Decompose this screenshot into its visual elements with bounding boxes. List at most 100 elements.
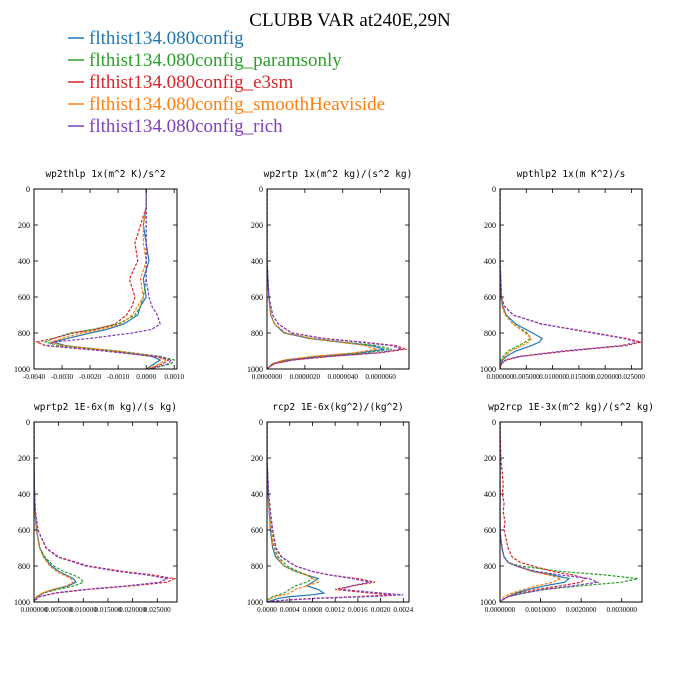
legend-label-2: flthist134.080config_paramsonly	[89, 50, 342, 71]
y-tick-label: 200	[251, 454, 263, 463]
series-line-3	[500, 189, 642, 369]
y-tick-label: 0	[492, 185, 496, 194]
x-tick-label: 0.020000	[119, 606, 146, 614]
y-tick-label: 400	[18, 490, 30, 499]
plot-frame	[499, 188, 643, 370]
x-tick-label: 0.0010	[164, 373, 184, 381]
x-tick-label: 0.0008	[303, 606, 323, 614]
series-line-1	[51, 189, 162, 369]
x-tick-label: 0.0000000	[252, 373, 283, 381]
x-tick-label: -0.0040	[23, 373, 46, 381]
x-tick-label: -0.0020	[79, 373, 102, 381]
x-tick-label: 0.0000040	[327, 373, 358, 381]
panel-title: wp2rtp 1x(m^2 kg)/(s^2 kg)	[264, 169, 413, 180]
legend-label-4: flthist134.080config_smoothHeaviside	[89, 94, 385, 115]
x-tick-label: 0.025000	[618, 373, 645, 381]
x-tick-label: 0.015000	[565, 373, 592, 381]
y-tick-label: 200	[18, 454, 30, 463]
series-line-1	[34, 422, 77, 602]
x-tick-label: 0.0000060	[365, 373, 396, 381]
y-tick-label: 600	[484, 526, 496, 535]
x-tick-label: 0.015000	[94, 606, 121, 614]
panel-5: rcp2 1E-6x(kg^2)/(kg^2) 0 200 400 600 800 1000…	[247, 402, 414, 614]
series-line-5	[500, 189, 638, 369]
y-tick-label: 600	[251, 526, 263, 535]
x-tick-label: 0.0016	[348, 606, 368, 614]
legend-label-1: flthist134.080config	[89, 28, 244, 49]
legend-label-5: flthist134.080config_rich	[89, 116, 283, 137]
x-tick-label: 0.0010000	[525, 606, 556, 614]
figure-title: CLUBB VAR at240E,29N	[249, 10, 451, 31]
series-line-3	[500, 422, 587, 602]
y-tick-label: 200	[484, 454, 496, 463]
y-tick-label: 0	[259, 185, 263, 194]
plot-frame	[499, 421, 643, 603]
x-tick-label: 0.010000	[70, 606, 97, 614]
y-tick-label: 600	[251, 293, 263, 302]
panel-3: wpthlp2 1x(m K^2)/s 0 200 400 600 800 1000 0.00…	[480, 169, 645, 381]
x-tick-label: 0.010000	[539, 373, 566, 381]
plot-frame	[33, 421, 178, 603]
y-tick-label: 400	[18, 257, 30, 266]
series-line-5	[267, 189, 404, 369]
series-line-2	[500, 422, 639, 602]
series-line-2	[267, 189, 393, 369]
series-line-2	[43, 189, 176, 369]
x-tick-label: 0.0004	[280, 606, 300, 614]
x-tick-label: 0.025000	[144, 606, 171, 614]
y-tick-label: 800	[484, 562, 496, 571]
x-tick-label: -0.0030	[51, 373, 74, 381]
x-tick-label: 0.0000	[136, 373, 156, 381]
y-tick-label: 0	[259, 418, 263, 427]
series-line-5	[34, 422, 170, 602]
x-tick-label: 0.0012	[325, 606, 345, 614]
y-tick-label: 800	[18, 562, 30, 571]
x-tick-label: -0.0010	[107, 373, 130, 381]
x-tick-label: 0.0020000	[566, 606, 597, 614]
panel-title: rcp2 1E-6x(kg^2)/(kg^2)	[272, 402, 404, 413]
y-tick-label: 400	[251, 257, 263, 266]
series-line-2	[34, 422, 85, 602]
y-tick-label: 1000	[14, 365, 30, 374]
y-tick-label: 200	[251, 221, 263, 230]
y-tick-label: 600	[484, 293, 496, 302]
series-line-4	[48, 189, 168, 369]
y-tick-label: 200	[18, 221, 30, 230]
y-tick-label: 1000	[247, 365, 263, 374]
series-line-5	[46, 189, 173, 369]
panel-4: wprtp2 1E-6x(m kg)/(s kg) 0 200 400 600 800 10…	[14, 402, 178, 614]
series-line-4	[500, 189, 533, 369]
y-tick-label: 1000	[247, 598, 263, 607]
series-line-1	[267, 422, 326, 602]
series-line-5	[500, 422, 600, 602]
series-line-4	[267, 422, 320, 602]
y-tick-label: 400	[484, 490, 496, 499]
y-tick-label: 1000	[480, 365, 496, 374]
series-line-3	[34, 189, 171, 369]
panel-title: wp2thlp 1x(m^2 K)/s^2	[45, 169, 165, 180]
plot-frame	[266, 421, 410, 603]
x-tick-label: 0.000000	[21, 606, 48, 614]
y-tick-label: 0	[26, 418, 30, 427]
panel-title: wprtp2 1E-6x(m kg)/(s kg)	[34, 402, 177, 413]
y-tick-label: 800	[251, 562, 263, 571]
y-tick-label: 1000	[14, 598, 30, 607]
x-tick-label: 0.0030000	[606, 606, 637, 614]
panel-title: wp2rcp 1E-3x(m^2 kg)/(s^2 kg)	[488, 402, 654, 413]
y-tick-label: 800	[484, 329, 496, 338]
plot-frame	[33, 188, 178, 370]
x-tick-label: 0.0000020	[290, 373, 321, 381]
y-tick-label: 200	[484, 221, 496, 230]
series-line-2	[500, 189, 532, 369]
series-line-1	[267, 189, 385, 369]
x-tick-label: 0.005000	[513, 373, 540, 381]
series-line-4	[34, 422, 75, 602]
series-line-1	[500, 189, 543, 369]
series-line-2	[267, 422, 314, 602]
y-tick-label: 400	[251, 490, 263, 499]
y-tick-label: 400	[484, 257, 496, 266]
y-tick-label: 800	[18, 329, 30, 338]
panel-6: wp2rcp 1E-3x(m^2 kg)/(s^2 kg) 0 200 400 600 8…	[480, 402, 654, 614]
panel-title: wpthlp2 1x(m K^2)/s	[517, 169, 626, 180]
